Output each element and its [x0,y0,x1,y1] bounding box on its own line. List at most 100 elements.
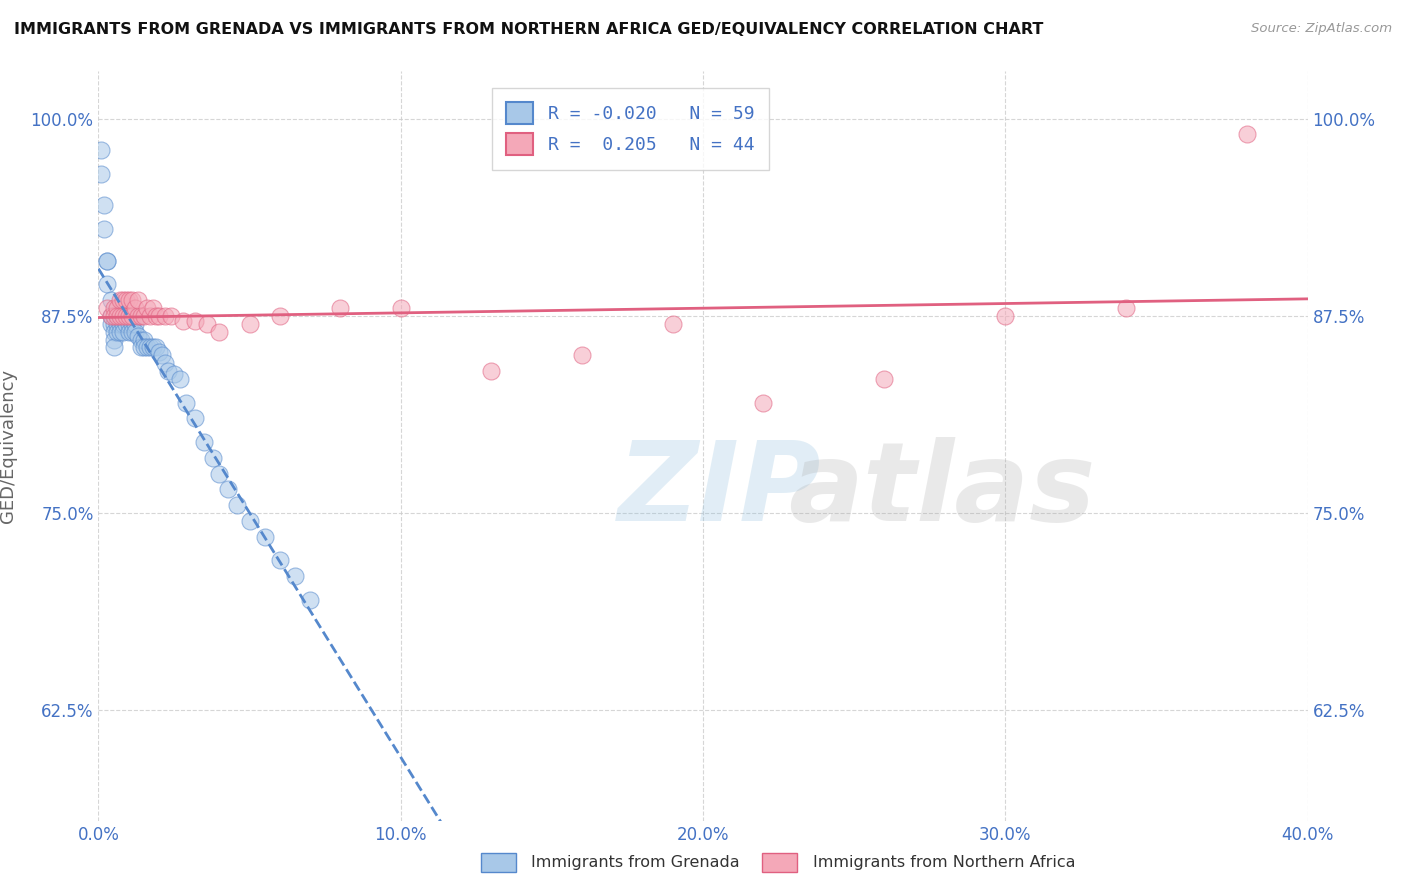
Point [142,340,165,354]
Point [111,309,134,323]
Point [202,450,225,465]
Point [121,293,143,307]
Point [100,293,122,307]
Point [132,340,155,354]
Point [93,198,115,212]
Point [103,340,125,354]
Point [111,309,134,323]
Point [127,309,149,323]
Point [121,325,143,339]
Point [105,317,128,331]
Point [481,364,503,378]
Point [108,309,131,323]
Point [118,309,141,323]
Point [156,364,179,378]
Point [195,317,218,331]
Point [873,372,896,386]
Text: Immigrants from Grenada: Immigrants from Grenada [531,855,740,870]
Point [108,325,131,339]
Point [132,333,155,347]
Point [105,309,128,323]
Point [96,301,118,315]
Point [108,293,131,307]
Point [103,309,125,323]
Point [269,309,291,323]
Point [105,325,128,339]
Point [184,313,207,327]
Point [184,411,207,425]
Point [1236,128,1258,142]
Point [90,167,112,181]
Point [153,356,176,370]
Point [108,317,131,331]
Text: IMMIGRANTS FROM GRENADA VS IMMIGRANTS FROM NORTHERN AFRICA GED/EQUIVALENCY CORRE: IMMIGRANTS FROM GRENADA VS IMMIGRANTS FR… [14,22,1043,37]
Point [118,317,141,331]
Point [121,309,143,323]
Point [96,277,118,292]
Point [239,514,262,528]
Point [114,317,136,331]
Point [193,435,215,450]
Point [127,329,149,343]
Point [129,333,152,347]
Point [208,325,231,339]
Point [284,569,307,583]
Point [127,293,149,307]
Point [132,309,155,323]
Point [100,317,122,331]
Point [129,309,152,323]
Point [103,317,125,331]
Point [114,309,136,323]
Point [239,317,262,331]
Point [124,325,146,339]
Point [752,395,775,409]
Text: Source: ZipAtlas.com: Source: ZipAtlas.com [1251,22,1392,36]
Point [217,483,239,497]
Y-axis label: GED/Equivalency: GED/Equivalency [0,369,17,523]
Point [108,309,131,323]
Point [329,301,352,315]
Point [96,253,118,268]
Point [269,553,291,567]
Point [100,309,122,323]
Point [111,325,134,339]
Point [163,368,186,382]
Point [111,293,134,307]
Point [148,345,170,359]
Point [135,301,157,315]
Point [253,530,276,544]
Point [90,143,112,157]
Point [103,301,125,315]
Point [571,348,593,362]
Point [153,309,176,323]
Text: atlas: atlas [787,437,1095,544]
Point [118,293,141,307]
Point [994,309,1017,323]
Point [208,467,231,481]
Point [139,309,162,323]
Point [129,340,152,354]
Point [160,309,183,323]
Point [169,372,191,386]
Point [121,317,143,331]
Point [145,340,167,354]
Point [1115,301,1137,315]
Point [118,309,141,323]
Point [226,498,249,512]
Point [103,325,125,339]
Point [124,301,146,315]
Point [105,301,128,315]
Point [148,309,170,323]
Point [105,309,128,323]
Point [299,592,322,607]
Text: ZIP: ZIP [619,437,823,544]
Point [96,253,118,268]
Point [150,348,173,362]
Point [142,301,165,315]
Point [135,340,157,354]
Legend: R = -0.020   N = 59, R =  0.205   N = 44: R = -0.020 N = 59, R = 0.205 N = 44 [492,88,769,169]
Point [93,222,115,236]
Point [118,325,141,339]
Point [111,317,134,331]
Point [124,317,146,331]
